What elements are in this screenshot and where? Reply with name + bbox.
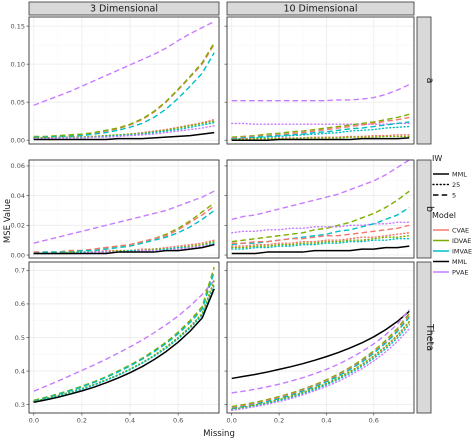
legend-label-model: MML [452,258,467,266]
series-line-pvae-5-10-dimensional-b [231,159,410,221]
x-tick-label: 0.4 [125,417,135,425]
y-tick-label: 0.5 [15,334,25,342]
series-line-imvae-5-10-dimensional-a [231,121,410,140]
series-line-cvae-5-10-dimensional-theta [231,315,410,409]
y-tick-label: 0.06 [11,162,25,170]
x-tick-label: 0.2 [274,417,284,425]
series-line-mml-mml-3-dimensional-theta [33,288,215,403]
x-tick-label: 0.6 [369,417,379,425]
panel-border-3-dimensional-a [28,16,220,145]
series-line-idvae-25-10-dimensional-b [231,235,410,249]
series-line-idvae-5-10-dimensional-b [231,190,410,243]
series-line-imvae-5-10-dimensional-b [231,206,410,246]
y-tick-label: 0.02 [11,222,25,230]
legend-label-model: PVAE [452,268,469,276]
series-line-imvae-5-3-dimensional-theta [33,271,215,402]
series-line-idvae-25-10-dimensional-theta [231,320,410,411]
facet-strip-10-dimensional [226,1,415,16]
legend-title-iw: IW [432,154,442,163]
series-line-imvae-5-3-dimensional-a [33,52,215,138]
series-line-pvae-5-3-dimensional-theta [33,280,215,392]
legend-label-model: IDVAE [452,237,471,245]
y-tick-label: 0.6 [15,300,25,308]
series-line-pvae-5-10-dimensional-a [231,84,410,102]
series-line-pvae-25-3-dimensional-a [33,125,215,140]
panel-background [227,17,414,144]
series-line-pvae-5-3-dimensional-b [33,190,215,244]
y-tick-label: 0.00 [11,136,25,144]
panel-border-10-dimensional-a [226,16,415,145]
facet-strip-theta [416,261,432,414]
series-line-mml-mml-10-dimensional-theta [231,310,410,380]
series-line-imvae-25-10-dimensional-b [231,237,410,250]
series-line-mml-mml-10-dimensional-a [231,137,410,141]
series-line-pvae-5-3-dimensional-a [33,20,215,106]
y-tick-label: 0.4 [15,367,25,375]
panel-grid-layer [29,17,414,413]
facet-column-label: 10 Dimensional [283,4,357,15]
panel-background [29,160,219,258]
y-tick-label: 0.15 [11,22,25,30]
series-line-mml-mml-10-dimensional-b [231,245,410,255]
x-axis-title: Missing [203,429,235,439]
y-axis-title: MSE Value [3,199,13,243]
panel-border-3-dimensional-b [28,159,220,259]
series-line-cvae-5-3-dimensional-b [33,205,215,253]
legend-label-iw: 25 [452,181,460,189]
series-line-imvae-25-3-dimensional-theta [33,284,215,403]
legend-title-model: Model [432,211,456,220]
series-line-pvae-25-10-dimensional-b [231,221,410,234]
series-line-idvae-5-3-dimensional-a [33,42,215,138]
series-line-mml-mml-3-dimensional-a [33,131,215,141]
legend-label-model: IMVAE [452,247,472,255]
series-line-pvae-5-10-dimensional-theta [231,309,410,394]
x-tick-label: 0.6 [173,417,183,425]
y-tick-label: 0.7 [15,267,25,275]
facet-strip-a [416,16,432,145]
legend: IW Model MML 25 5 CVAE IDVAE IMVAE MML PVAE [432,154,472,276]
legend-label-iw: 5 [452,191,456,199]
panel-background [29,17,219,144]
series-line-pvae-25-10-dimensional-a [231,122,410,125]
series-line-idvae-25-3-dimensional-theta [33,279,215,402]
y-tick-label: 0.05 [11,98,25,106]
series-line-imvae-5-3-dimensional-b [33,209,215,255]
y-tick-label: 0.3 [15,401,25,409]
label-layer: Missing MSE Value 3 Dimensional 10 Dimens… [3,4,435,439]
legend-label-model: CVAE [452,226,469,234]
series-line-imvae-25-10-dimensional-theta [231,324,410,411]
panel-border-10-dimensional-b [226,159,415,259]
facet-strip-3-dimensional [28,1,220,16]
facet-row-label: Theta [424,323,435,351]
legend-label-iw: MML [452,170,467,178]
panel-frame-layer [26,1,432,416]
facet-strip-b [416,159,432,259]
series-line-pvae-25-10-dimensional-theta [231,328,410,412]
y-tick-label: 0.10 [11,60,25,68]
x-tick-label: 0.0 [29,417,39,425]
series-line-idvae-25-10-dimensional-a [231,135,410,141]
x-tick-label: 0.4 [321,417,331,425]
facet-row-label: a [424,78,435,84]
y-tick-label: 0.00 [11,251,25,259]
series-line-mml-mml-3-dimensional-b [33,243,215,255]
facet-row-label: b [424,206,435,212]
series-line-cvae-5-10-dimensional-a [231,116,410,139]
series-line-imvae-5-10-dimensional-theta [231,316,410,410]
series-line-cvae-25-10-dimensional-b [231,232,410,247]
series-line-idvae-25-3-dimensional-a [33,120,215,139]
x-tick-label: 0.0 [227,417,237,425]
facet-column-label: 3 Dimensional [90,4,158,15]
series-layer [33,20,410,412]
series-line-idvae-5-10-dimensional-a [231,113,410,138]
series-line-cvae-5-10-dimensional-b [231,224,410,244]
x-tick-label: 0.2 [77,417,87,425]
y-tick-label: 0.04 [11,192,25,200]
series-line-imvae-25-10-dimensional-a [231,125,410,140]
series-line-idvae-5-10-dimensional-theta [231,312,410,408]
